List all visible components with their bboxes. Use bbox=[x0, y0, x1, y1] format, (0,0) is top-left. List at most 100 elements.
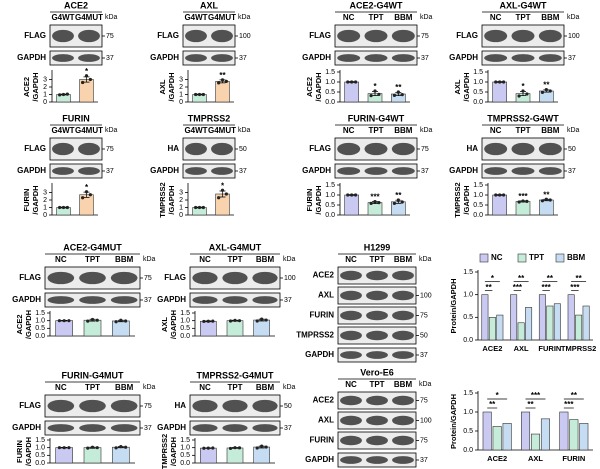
kda-marker: 37 bbox=[239, 55, 247, 62]
data-point bbox=[61, 92, 66, 97]
bar bbox=[112, 446, 130, 464]
lane-label: NC bbox=[55, 255, 67, 264]
data-point bbox=[88, 193, 92, 197]
y-tick-label: 1 bbox=[43, 91, 47, 98]
lane-label: TPT bbox=[85, 383, 100, 392]
data-point bbox=[194, 205, 198, 210]
data-point bbox=[86, 446, 90, 450]
bar bbox=[538, 294, 546, 341]
kda-marker: 37 bbox=[106, 168, 114, 175]
row-label: FURIN bbox=[310, 311, 335, 320]
data-point bbox=[400, 93, 404, 97]
band bbox=[366, 310, 388, 321]
legend-swatch bbox=[555, 253, 565, 263]
y-tick-label: 0.0 bbox=[463, 447, 473, 454]
y-tick-label: 0 bbox=[179, 99, 183, 106]
kda-label: kDa bbox=[420, 14, 433, 21]
x-tick-label: FURIN bbox=[562, 454, 585, 463]
band bbox=[185, 29, 207, 43]
data-point bbox=[119, 444, 123, 449]
band bbox=[252, 424, 278, 432]
y-tick-label: 1.5 bbox=[325, 182, 335, 189]
y-axis-label: /GAPDH bbox=[169, 310, 178, 339]
band bbox=[340, 395, 362, 406]
y-axis-label: AXL bbox=[158, 79, 167, 94]
y-tick-label: 3 bbox=[43, 189, 47, 196]
blot-title: AXL-G4WT bbox=[500, 0, 547, 10]
y-tick-label: 0.0 bbox=[35, 333, 45, 340]
data-point bbox=[392, 201, 397, 205]
data-point bbox=[57, 446, 62, 450]
lane-label: NC bbox=[345, 255, 357, 264]
bar bbox=[200, 320, 217, 337]
y-tick-label: 0.5 bbox=[180, 325, 190, 332]
row-label: ACE2 bbox=[313, 271, 335, 280]
row-label: FLAG bbox=[24, 31, 46, 40]
band bbox=[337, 54, 361, 62]
data-point bbox=[498, 193, 502, 197]
bar bbox=[582, 305, 590, 341]
blot-title: ACE2 bbox=[64, 0, 88, 10]
x-tick-label: FURIN bbox=[538, 344, 561, 353]
sig-label: ** bbox=[489, 400, 496, 409]
y-tick-label: 0.0 bbox=[325, 99, 335, 106]
lane-label: NC bbox=[343, 13, 355, 22]
data-point bbox=[260, 444, 264, 448]
kda-marker: 50 bbox=[420, 332, 428, 339]
row-label: GAPDH bbox=[17, 53, 46, 62]
sig-label: ** bbox=[395, 83, 402, 92]
kda-marker: 75 bbox=[106, 33, 114, 40]
data-point bbox=[57, 319, 62, 323]
bar bbox=[482, 411, 492, 451]
band bbox=[192, 296, 218, 304]
kda-marker: 75 bbox=[420, 437, 428, 444]
legend-swatch bbox=[479, 253, 489, 263]
lane-label: BBM bbox=[394, 380, 413, 389]
bar bbox=[83, 447, 102, 464]
row-label: FLAG bbox=[24, 144, 46, 153]
band bbox=[47, 296, 75, 304]
row-label: FLAG bbox=[157, 31, 179, 40]
band bbox=[78, 54, 100, 62]
data-point bbox=[194, 92, 198, 97]
band bbox=[366, 456, 388, 464]
sig-label: *** bbox=[541, 283, 551, 292]
data-point bbox=[123, 319, 128, 323]
blot-title: H1299 bbox=[364, 242, 391, 252]
row-label: FLAG bbox=[19, 273, 41, 282]
band bbox=[192, 399, 218, 413]
y-tick-label: 1.0 bbox=[325, 79, 335, 86]
y-tick-label: 1.5 bbox=[473, 69, 483, 76]
data-point bbox=[350, 80, 354, 84]
row-label: GAPDH bbox=[157, 423, 186, 432]
band bbox=[392, 395, 414, 406]
y-axis-label: /GAPDH bbox=[24, 310, 33, 339]
data-point bbox=[353, 80, 358, 84]
y-axis-label: /GAPDH bbox=[314, 185, 323, 214]
bar bbox=[112, 320, 130, 337]
band bbox=[340, 290, 362, 301]
data-point bbox=[233, 318, 237, 322]
data-point bbox=[521, 199, 525, 203]
kda-label: kDa bbox=[238, 14, 251, 21]
y-tick-label: 0 bbox=[179, 212, 183, 219]
y-tick-label: 3 bbox=[179, 76, 183, 83]
y-axis-label: FURIN bbox=[305, 189, 314, 212]
sig-label: * bbox=[373, 82, 377, 91]
y-tick-label: 0 bbox=[43, 212, 47, 219]
bar bbox=[525, 307, 533, 341]
band bbox=[78, 142, 100, 156]
band bbox=[392, 435, 414, 446]
row-label: GAPDH bbox=[12, 295, 41, 304]
lane-label: TPT bbox=[369, 255, 384, 264]
data-point bbox=[525, 92, 529, 96]
lane-label: TPT bbox=[369, 380, 384, 389]
data-point bbox=[346, 193, 350, 197]
blot-title: Vero-E6 bbox=[360, 367, 394, 377]
lane-label: G4MUT bbox=[75, 126, 103, 135]
blot-title: AXL-G4MUT bbox=[209, 242, 262, 252]
lane-label: BBM bbox=[394, 13, 413, 22]
band bbox=[222, 271, 248, 285]
bar bbox=[492, 426, 502, 451]
sig-label: *** bbox=[531, 391, 541, 400]
